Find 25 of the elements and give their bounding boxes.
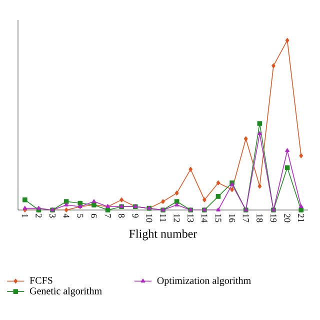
x-tick-label: 9 xyxy=(132,214,138,218)
x-axis-title: Flight number xyxy=(129,229,198,240)
x-tick-label: 2 xyxy=(36,214,42,218)
x-tick-label: 20 xyxy=(284,214,290,222)
x-tick-label: 18 xyxy=(256,214,263,222)
x-tick-label: 16 xyxy=(229,214,236,222)
x-tick-label: 3 xyxy=(49,214,56,218)
x-tick-label: 11 xyxy=(160,214,166,222)
x-tick-label: 5 xyxy=(77,214,84,218)
x-tick-label: 14 xyxy=(201,214,208,222)
legend-label: Genetic algorithm xyxy=(30,287,102,296)
x-tick-label: 8 xyxy=(118,214,125,218)
legend-label: Optimization algorithm xyxy=(157,276,251,286)
x-tick-label: 7 xyxy=(104,214,111,218)
x-tick-label: 15 xyxy=(215,214,222,222)
x-tick-label: 13 xyxy=(188,214,194,222)
x-tick-label: 6 xyxy=(90,214,97,218)
x-tick-label: 10 xyxy=(146,214,152,222)
x-tick-label: 12 xyxy=(174,214,180,222)
x-tick-label: 21 xyxy=(298,214,304,222)
x-tick-label: 19 xyxy=(270,214,277,222)
x-tick-label: 17 xyxy=(242,214,249,222)
legend-label: FCFS xyxy=(30,277,52,284)
x-tick-label: 1 xyxy=(22,214,28,218)
x-tick-label: 4 xyxy=(63,214,70,218)
